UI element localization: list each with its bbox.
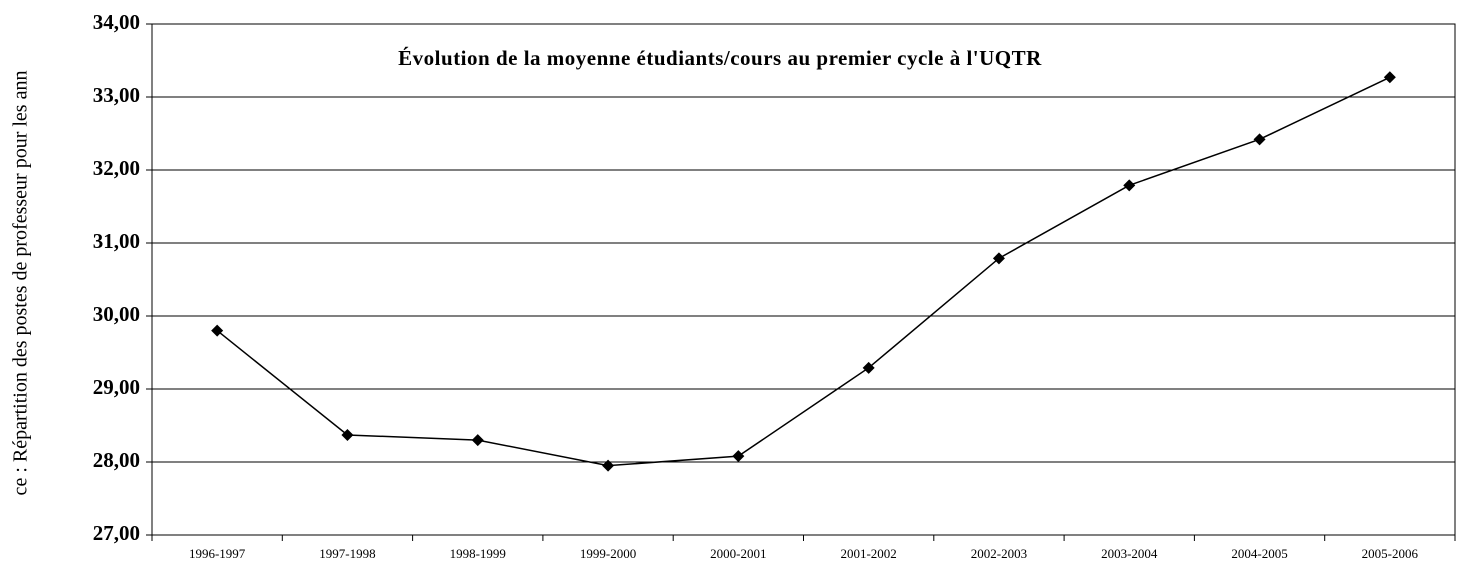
point-marker: [211, 324, 224, 337]
y-tick-label: 34,00: [93, 10, 140, 34]
x-tick-label: 2002-2003: [971, 546, 1027, 561]
plot-frame: [151, 23, 1456, 536]
point-marker: [862, 361, 875, 374]
point-marker: [341, 428, 354, 441]
point-marker: [992, 252, 1005, 265]
x-tick-label: 2000-2001: [710, 546, 766, 561]
x-tick-label: 1996-1997: [189, 546, 246, 561]
series-line: [216, 76, 1391, 467]
x-tick-label: 2003-2004: [1101, 546, 1158, 561]
x-tick-label: 1998-1999: [450, 546, 506, 561]
y-tick-label: 32,00: [93, 156, 140, 180]
x-tick-label: 1999-2000: [580, 546, 636, 561]
x-tick-label: 2001-2002: [840, 546, 896, 561]
point-marker: [602, 459, 615, 472]
y-tick-label: 31,00: [93, 229, 140, 253]
point-marker: [1123, 179, 1136, 192]
x-tick-label: 2005-2006: [1362, 546, 1419, 561]
y-tick-label: 30,00: [93, 302, 140, 326]
y-tick-label: 29,00: [93, 375, 140, 399]
side-note: ce : Répartition des postes de professeu…: [10, 71, 32, 496]
point-marker: [1253, 133, 1266, 146]
y-tick-label: 28,00: [93, 448, 140, 472]
chart-title: Évolution de la moyenne étudiants/cours …: [398, 46, 1042, 70]
x-tick-label: 1997-1998: [319, 546, 375, 561]
x-tick-label: 2004-2005: [1231, 546, 1287, 561]
y-tick-label: 27,00: [93, 521, 140, 545]
point-marker: [1383, 71, 1396, 84]
y-tick-label: 33,00: [93, 83, 140, 107]
point-marker: [471, 434, 484, 447]
point-marker: [732, 450, 745, 463]
